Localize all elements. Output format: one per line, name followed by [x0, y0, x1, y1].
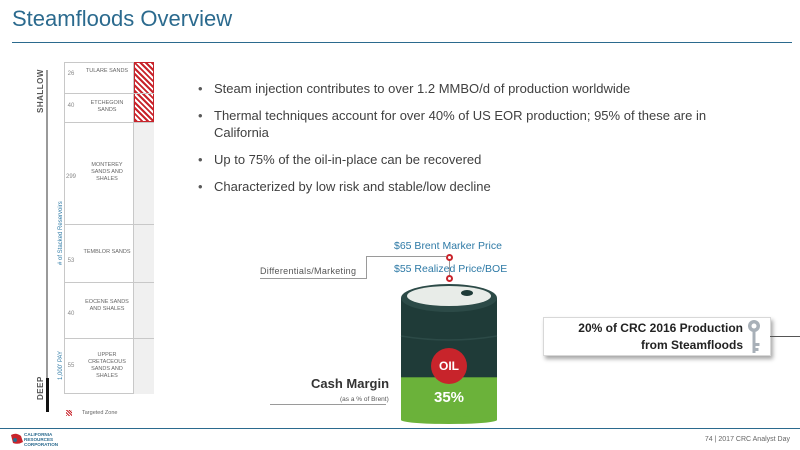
targeted-zone-hatch [134, 62, 154, 122]
barrel-rib [400, 335, 498, 341]
layer-count: 299 [65, 174, 76, 180]
logo-line-2: RESOURCES [24, 437, 54, 442]
pay-depth-marker [46, 378, 49, 412]
targeted-zone-legend-icon [66, 410, 72, 416]
price-connector-line [449, 260, 450, 276]
bullet-item: Up to 75% of the oil-in-place can be rec… [198, 151, 758, 168]
column-bar [134, 62, 154, 394]
layer-name: ETCHEGOIN SANDS [90, 100, 124, 113]
brent-price-label: $65 Brent Marker Price [394, 240, 502, 252]
layer-name: TULARE SANDS [85, 68, 129, 74]
realized-price-marker [446, 275, 453, 282]
footer-divider [0, 428, 800, 429]
callout-line-1: 20% of CRC 2016 Production [578, 321, 743, 335]
layer-separator [64, 224, 154, 225]
layer-count: 40 [67, 103, 75, 109]
logo-line-1: CALIFORNIA [24, 432, 53, 437]
layer-name: TEMBLOR SANDS [83, 249, 131, 255]
margin-percent: 35% [433, 389, 465, 406]
differentials-bracket-vertical [366, 256, 367, 278]
bullet-list: Steam injection contributes to over 1.2 … [198, 80, 758, 205]
layer-separator [64, 338, 154, 339]
logo-text: CALIFORNIA RESOURCES CORPORATION [24, 432, 58, 447]
layer-separator [64, 93, 154, 94]
logo-line-3: CORPORATION [24, 442, 59, 447]
oil-barrel-icon [400, 284, 498, 424]
barrel-lid [407, 286, 491, 306]
barrel-cap [461, 290, 473, 296]
cash-margin-subtitle: (as a % of Brent) [340, 396, 389, 403]
callout-line-2: from Steamfloods [640, 338, 743, 352]
barrel-margin-fill [401, 377, 497, 420]
production-callout-box [543, 317, 771, 356]
column-divider [133, 62, 134, 394]
title-divider [12, 42, 792, 43]
layer-count: 26 [67, 71, 75, 77]
targeted-zone-legend-label: Targeted Zone [82, 410, 118, 416]
cash-margin-title: Cash Margin [311, 376, 390, 391]
page-title: Steamfloods Overview [12, 6, 233, 31]
differentials-bracket-top [366, 256, 446, 257]
footer-page-text: 74 | 2017 CRC Analyst Day [704, 436, 790, 443]
layer-count: 40 [67, 311, 75, 317]
barrel-bottom [401, 416, 497, 424]
layer-name: EOCENE SANDS AND SHALES [85, 299, 129, 312]
bullet-item: Steam injection contributes to over 1.2 … [198, 80, 758, 97]
bullet-item: Thermal techniques account for over 40% … [198, 107, 758, 141]
layer-count: 53 [67, 258, 75, 264]
oil-badge: OIL [431, 348, 467, 384]
differentials-bracket-bottom [260, 278, 367, 279]
layer-count: 55 [67, 363, 75, 369]
cash-margin-rule [270, 404, 386, 405]
bullet-item: Characterized by low risk and stable/low… [198, 178, 758, 195]
callout-connector-line [770, 336, 800, 337]
key-icon [748, 320, 760, 353]
depth-arrow-line [46, 70, 48, 402]
crc-logo [11, 433, 23, 444]
realized-price-label: $55 Realized Price/BOE [394, 263, 508, 275]
layer-name: UPPER CRETACEOUS SANDS AND SHALES [88, 352, 126, 379]
deep-label: DEEP [36, 376, 45, 400]
production-callout-text: 20% of CRC 2016 Production from Steamflo… [543, 320, 743, 354]
layer-separator [64, 282, 154, 283]
layer-separator [64, 122, 154, 123]
differentials-label: Differentials/Marketing [260, 266, 357, 276]
brent-price-marker [446, 254, 453, 261]
layer-name: MONTEREY SANDS AND SHALES [91, 162, 123, 182]
shallow-label: SHALLOW [36, 69, 45, 113]
